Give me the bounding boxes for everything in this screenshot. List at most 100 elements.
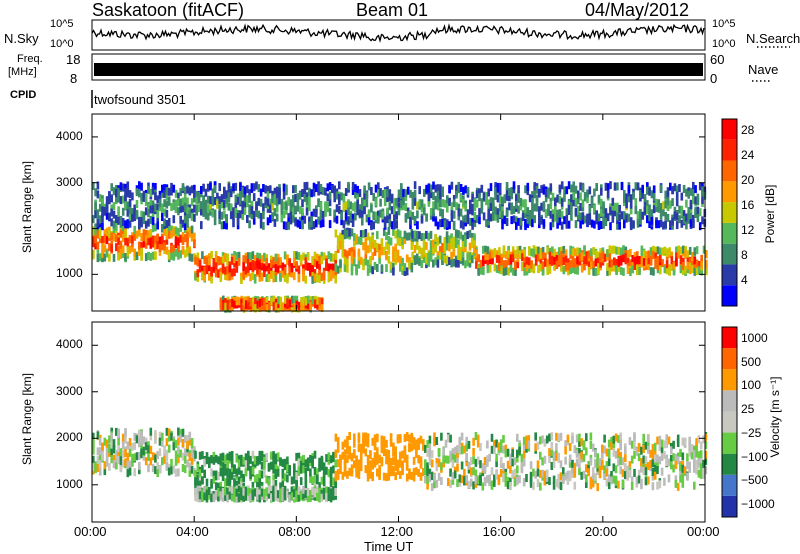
power-cell [151,224,155,233]
velocity-cell [242,493,245,502]
velocity-cell [660,467,664,476]
power-cell [98,235,102,244]
velocity-cell [163,455,166,464]
power-cell [652,245,655,254]
nave-tick-top: 60 [710,52,725,67]
power-cell [285,184,288,193]
power-cell [239,210,242,219]
power-cell [606,190,610,199]
power-cell [434,244,437,253]
power-cell [576,266,579,275]
velocity-cell [201,489,204,498]
power-cell [225,215,228,224]
x-tick-label: 04:00 [176,524,209,539]
power-cell [131,208,134,216]
velocity-cell [304,474,308,483]
power-cell [301,212,304,221]
power-cell [692,181,695,190]
power-cell [212,263,216,272]
power-cell [108,229,111,238]
power-cell [371,252,374,261]
velocity-cell [306,463,310,472]
power-colorbar-segment [722,160,737,182]
velocity-cell [165,449,169,458]
power-cell [237,251,241,260]
power-cell [263,263,266,272]
power-cell [539,249,543,258]
power-cell [392,246,395,255]
power-cell [287,213,290,222]
power-cell [519,217,523,226]
velocity-cell [346,470,349,479]
power-cell [316,260,319,269]
power-cell [177,198,180,207]
power-cell [502,267,506,276]
x-tick-label: 00:00 [687,524,720,539]
power-cell [144,230,148,238]
power-cell [248,204,251,213]
velocity-cell [357,435,361,444]
power-cell [328,182,332,191]
power-cell [204,199,208,208]
power-cell [662,208,665,217]
power-cell [693,256,697,265]
power-cell [406,210,410,219]
velocity-cell [98,447,102,456]
velocity-cell [405,462,409,471]
velocity-cell [179,434,182,443]
power-cell [623,194,626,203]
velocity-cell [281,459,285,468]
velocity-colorbar-segment [722,432,737,454]
power-cell [695,264,699,273]
power-cell [366,259,370,268]
velocity-cell [490,467,494,476]
power-cell [204,188,208,197]
velocity-cell [522,458,526,467]
velocity-cell [147,464,150,473]
velocity-cell [647,445,650,454]
velocity-cell [188,431,192,440]
power-cell [144,198,148,207]
power-cell [692,214,695,223]
power-cell [340,211,343,220]
power-cell [571,259,575,268]
power-cell [518,250,522,259]
velocity-cell [472,437,475,446]
power-cell [193,232,196,241]
power-cell [461,251,465,259]
velocity-cell [186,448,189,457]
power-cell [486,252,490,260]
power-cell [438,235,442,244]
power-cell [526,187,530,196]
power-cell [110,218,113,227]
velocity-cell [299,490,303,499]
power-cell [133,248,136,257]
power-cell [452,222,456,231]
power-cell [193,184,196,193]
velocity-cell [306,487,310,496]
velocity-cell [156,469,159,477]
power-cell [170,251,173,260]
power-cell [217,257,220,266]
power-cell [418,257,421,266]
power-cell [203,273,206,282]
velocity-cell [198,469,202,478]
velocity-cell [401,463,404,472]
velocity-cell [437,472,441,481]
power-cell [317,216,320,225]
power-cell [140,247,143,256]
power-cell [320,256,324,265]
power-cell [415,253,419,262]
velocity-cell [270,451,273,460]
power-cell [340,192,343,201]
power-cell [436,198,440,207]
velocity-cell [376,447,379,456]
velocity-cell [589,432,593,441]
power-cell [666,197,670,206]
velocity-cell [534,443,537,452]
velocity-cell [559,482,563,491]
power-cell [682,215,686,224]
power-cell [232,219,235,228]
velocity-cell [228,452,232,461]
velocity-cell [281,470,285,479]
